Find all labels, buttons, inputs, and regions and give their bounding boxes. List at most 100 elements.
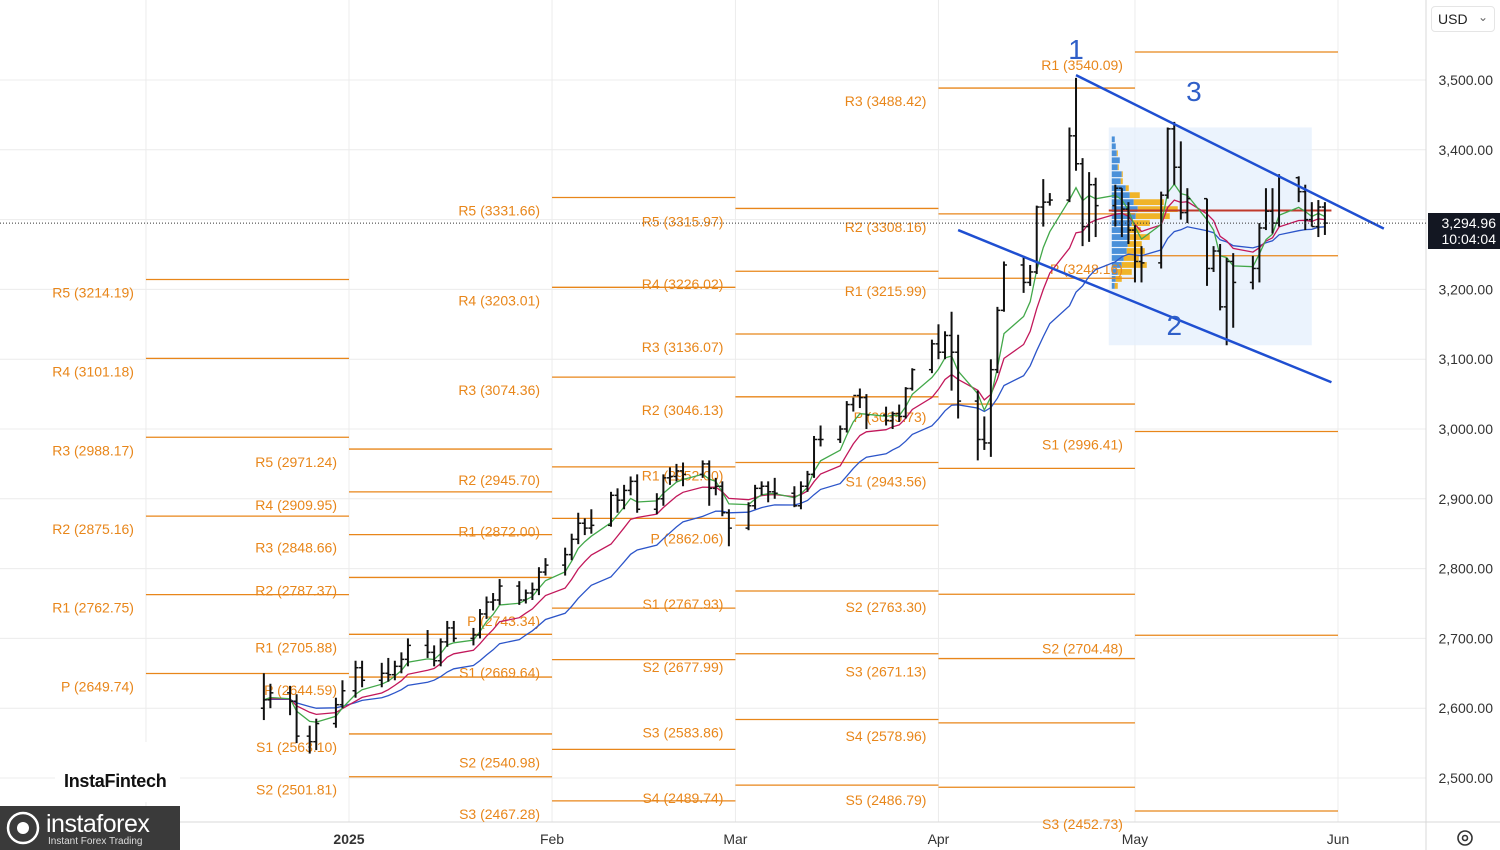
ohlc-bar bbox=[994, 306, 1001, 374]
ohlc-bar bbox=[352, 660, 359, 698]
volume-bar-buy bbox=[1111, 227, 1129, 233]
volume-bar-sell bbox=[1125, 185, 1129, 192]
volume-bar-buy bbox=[1111, 269, 1118, 275]
brand-watermark: InstaFintech bbox=[55, 742, 180, 802]
ohlc-bar bbox=[673, 463, 680, 482]
pivot-level-label: R2 (2875.16) bbox=[52, 521, 134, 537]
y-axis-tick-label: 2,500.00 bbox=[1439, 770, 1494, 786]
ohlc-bar bbox=[614, 488, 621, 513]
x-axis-tick-label: 2025 bbox=[333, 831, 364, 847]
ohlc-bar bbox=[1112, 184, 1119, 227]
ohlc-bar bbox=[627, 476, 634, 496]
pivot-level-label: R2 (2945.70) bbox=[458, 472, 540, 488]
ohlc-bar bbox=[837, 425, 844, 443]
volume-bar-buy bbox=[1111, 171, 1122, 178]
ohlc-bar bbox=[391, 660, 398, 681]
ohlc-bar bbox=[431, 645, 438, 667]
ohlc-bar bbox=[483, 596, 490, 619]
pivot-level-label: R1 (2705.88) bbox=[255, 639, 337, 655]
ohlc-bar bbox=[817, 425, 824, 447]
ohlc-bar bbox=[1027, 264, 1034, 286]
ohlc-bar bbox=[1223, 257, 1230, 346]
ohlc-bar bbox=[909, 368, 916, 391]
ohlc-bar bbox=[1204, 197, 1211, 286]
volume-bar-buy bbox=[1111, 164, 1118, 171]
ohlc-bar bbox=[437, 638, 444, 667]
instaforex-logo: instaforex Instant Forex Trading bbox=[0, 806, 180, 850]
ohlc-bar bbox=[981, 416, 988, 450]
pivot-level-label: P (2644.59) bbox=[264, 682, 337, 698]
volume-bar-buy bbox=[1111, 178, 1121, 185]
ohlc-bar bbox=[1171, 121, 1178, 185]
volume-bar-sell bbox=[1121, 171, 1123, 178]
ohlc-bar bbox=[811, 435, 818, 478]
pivot-level-label: S2 (2677.99) bbox=[642, 659, 723, 675]
pivot-level-label: S1 (2943.56) bbox=[846, 473, 927, 489]
pivot-level-label: S5 (2486.79) bbox=[846, 792, 927, 808]
ohlc-bar bbox=[1210, 246, 1217, 272]
x-axis-tick-label: Jun bbox=[1327, 831, 1350, 847]
volume-bar-sell bbox=[1137, 206, 1178, 213]
ohlc-bar bbox=[607, 491, 614, 527]
ohlc-bar bbox=[1073, 77, 1080, 171]
ohlc-bar bbox=[680, 462, 687, 487]
pivot-level-label: S2 (2501.81) bbox=[256, 782, 337, 798]
ohlc-bar bbox=[863, 394, 870, 429]
pivot-level-label: R5 (2971.24) bbox=[255, 454, 337, 470]
ohlc-bar bbox=[1118, 187, 1125, 238]
pivot-level-label: R5 (3331.66) bbox=[458, 203, 540, 219]
ohlc-bar bbox=[1066, 127, 1073, 203]
pivot-level-label: R3 (3488.42) bbox=[845, 93, 927, 109]
channel-lower-line bbox=[957, 228, 1332, 384]
brand-tagline: Instant Forex Trading bbox=[48, 836, 143, 847]
ohlc-bar bbox=[522, 589, 529, 604]
ohlc-bar bbox=[948, 311, 955, 391]
y-axis-tick-label: 3,200.00 bbox=[1439, 281, 1494, 297]
volume-bar-sell bbox=[1117, 164, 1119, 171]
ohlc-bar bbox=[712, 477, 719, 496]
ohlc-bar bbox=[719, 481, 726, 517]
ohlc-bar bbox=[1164, 127, 1171, 199]
volume-bar-buy bbox=[1111, 143, 1116, 150]
pivot-level-label: R5 (3315.97) bbox=[642, 213, 724, 229]
pivot-level-label: P (2862.06) bbox=[651, 530, 724, 546]
ohlc-bar bbox=[1249, 255, 1256, 290]
pivot-level-label: R3 (2848.66) bbox=[255, 540, 337, 556]
ohlc-bar bbox=[752, 484, 759, 510]
brand-secondary-text: instaforex bbox=[46, 810, 150, 838]
last-price-tag: 3,294.96 10:04:04 bbox=[1428, 213, 1500, 249]
volume-bar-buy bbox=[1111, 262, 1122, 268]
pivot-level-label: R4 (3101.18) bbox=[52, 363, 134, 379]
ohlc-bar bbox=[444, 620, 451, 647]
ohlc-bar bbox=[889, 411, 896, 429]
ohlc-bar bbox=[1308, 202, 1315, 228]
ohlc-bar bbox=[1086, 172, 1093, 242]
pivot-level-label: S1 (2767.93) bbox=[642, 596, 723, 612]
ohlc-bar bbox=[955, 334, 962, 419]
volume-bar-sell bbox=[1129, 192, 1140, 199]
settings-icon[interactable] bbox=[1455, 828, 1475, 848]
ohlc-bar bbox=[1295, 176, 1302, 203]
pivot-level-label: S4 (2489.74) bbox=[642, 790, 723, 806]
ohlc-bar bbox=[1040, 179, 1047, 227]
volume-bar-sell bbox=[1114, 283, 1118, 289]
ohlc-bar bbox=[339, 680, 346, 709]
pivot-level-label: R1 (3540.09) bbox=[1041, 57, 1123, 73]
volume-bar-buy bbox=[1111, 185, 1126, 192]
ohlc-bar bbox=[450, 620, 457, 642]
ohlc-bar bbox=[1230, 253, 1237, 328]
ohlc-bar bbox=[470, 627, 477, 646]
y-axis-tick-label: 3,000.00 bbox=[1439, 421, 1494, 437]
ohlc-bar bbox=[378, 662, 385, 688]
ohlc-bar bbox=[935, 324, 942, 360]
currency-label: USD bbox=[1438, 11, 1468, 27]
ohlc-bar bbox=[1256, 223, 1263, 283]
pivot-level-label: R3 (3074.36) bbox=[458, 382, 540, 398]
ohlc-bar bbox=[1262, 188, 1269, 231]
currency-selector[interactable]: USD ⌄ bbox=[1431, 6, 1495, 32]
pivot-level-label: S3 (2583.86) bbox=[642, 724, 723, 740]
volume-bar-sell bbox=[1120, 178, 1123, 185]
x-axis-tick-label: Mar bbox=[723, 831, 747, 847]
ohlc-bar bbox=[1131, 225, 1138, 283]
